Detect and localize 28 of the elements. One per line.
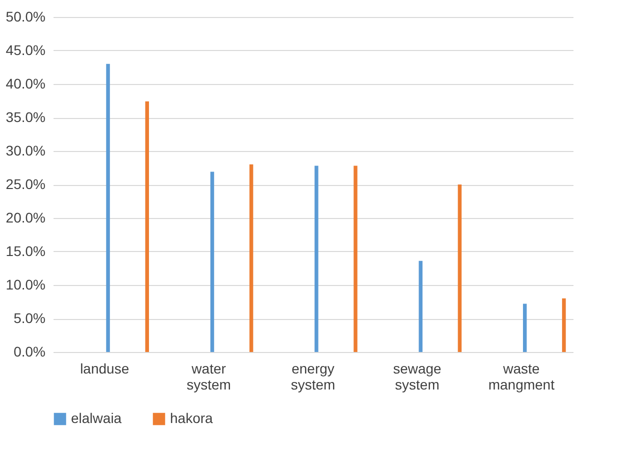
y-tick-label: 50.0% <box>6 8 46 24</box>
y-tick-label: 15.0% <box>6 243 46 259</box>
bar <box>562 298 566 352</box>
bar <box>522 304 527 352</box>
bar <box>418 260 423 352</box>
y-tick-label: 25.0% <box>6 176 46 192</box>
y-tick-label: 5.0% <box>14 310 46 326</box>
bar <box>249 164 254 352</box>
legend-label: hakora <box>170 410 214 426</box>
x-tick-label: landuse <box>80 360 130 376</box>
y-tick-label: 40.0% <box>6 76 46 92</box>
y-tick-label: 20.0% <box>6 210 46 226</box>
x-tick-label: energy system <box>290 360 336 392</box>
x-tick-label: sewage system <box>393 360 442 392</box>
x-tick-label: water system <box>186 360 231 392</box>
legend-label: elalwaia <box>71 410 122 426</box>
bar <box>145 101 149 352</box>
y-tick-label: 30.0% <box>6 142 46 158</box>
y-tick-label: 35.0% <box>6 109 46 125</box>
y-tick-label: 45.0% <box>6 42 46 58</box>
bar <box>314 166 318 352</box>
bar <box>458 184 462 352</box>
y-tick-label: 10.0% <box>6 276 46 292</box>
y-tick-label: 0.0% <box>14 344 46 360</box>
bar <box>106 64 110 352</box>
x-tick-label: waste mangment <box>488 360 555 392</box>
bar <box>354 166 358 352</box>
bar <box>210 172 214 352</box>
